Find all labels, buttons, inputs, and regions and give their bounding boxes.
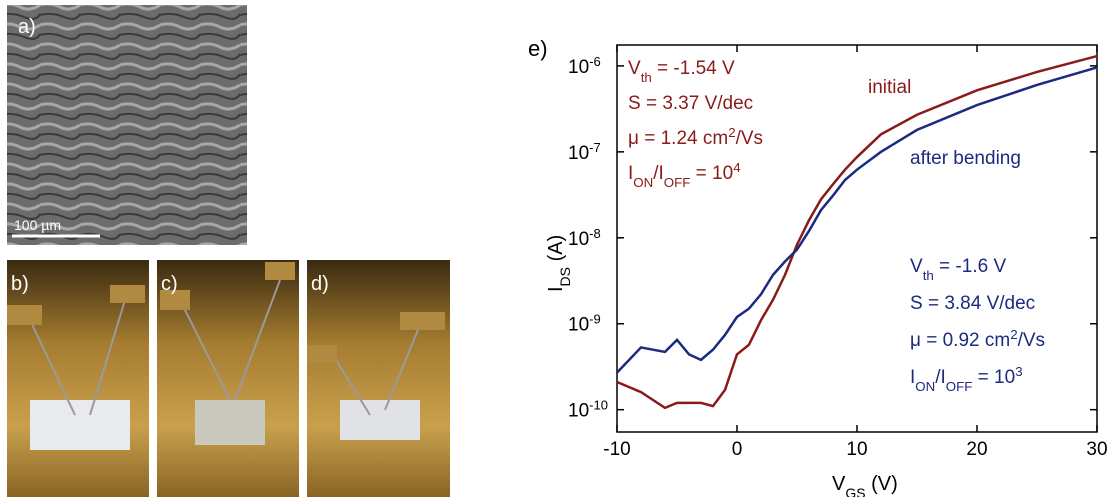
annotation-part: th [641,70,652,85]
annotation-part: /Vs [1018,330,1045,351]
y-tick-base: 10 [568,229,589,250]
y-tick-exponent: -8 [589,225,601,240]
y-axis-label-part: (A) [545,235,567,267]
annotation-part: = -1.54 V [652,58,735,79]
annotation-part: = 10 [690,163,733,184]
x-axis-label-part: V [832,473,846,495]
annotation-part: 3 [1015,364,1022,379]
annotation: Vth = -1.6 V [910,256,1006,283]
panel-label: c) [161,273,178,295]
panel-label: e) [528,36,548,61]
panel-label: d) [311,273,329,295]
annotation-part: = -1.6 V [934,256,1007,277]
annotation: S = 3.84 V/dec [910,293,1035,314]
annotation-part: V [910,256,923,277]
legend-entry: initial [868,77,911,98]
annotation-part: 2 [728,125,735,140]
annotation: Vth = -1.54 V [628,58,735,85]
scale-bar-label: 100 µm [14,217,61,233]
x-axis-label-part: (V) [866,473,898,495]
y-tick-label: 10-9 [568,311,601,336]
figure: a) 100 µm b) c) d) e) -10010203010-1010-… [0,0,1116,497]
annotation-part: μ = 0.92 cm [910,330,1010,351]
panel-label: a) [18,16,36,38]
annotation-part: S = 3.37 V/dec [628,93,753,114]
y-tick-base: 10 [568,143,589,164]
annotation-part: /Vs [736,128,763,149]
annotation: μ = 0.92 cm2/Vs [910,327,1045,352]
annotation-part: ON [915,379,935,394]
annotation-part: ON [633,175,653,190]
y-tick-base: 10 [568,401,589,422]
sem-image [7,5,247,245]
annotation-part: = 10 [972,367,1015,388]
x-tick-label: 0 [732,439,743,460]
x-axis-label-part: GS [845,485,865,497]
y-tick-base: 10 [568,57,589,78]
y-tick-label: 10-7 [568,139,601,164]
legend-entry: after bending [910,148,1021,169]
annotation: ION/IOFF = 103 [910,364,1023,394]
y-tick-exponent: -9 [589,311,601,326]
annotation-part: /I [653,163,664,184]
annotation-part: /I [935,367,946,388]
y-tick-label: 10-8 [568,225,601,250]
y-tick-exponent: -10 [589,397,608,412]
x-tick-label: 30 [1086,439,1107,460]
annotation-part: OFF [664,175,691,190]
x-axis-label: VGS (V) [832,473,898,497]
y-axis-label-part: DS [557,267,573,286]
y-tick-exponent: -6 [589,53,601,68]
y-tick-label: 10-10 [568,397,608,422]
annotation-part: OFF [946,379,973,394]
photo-panels [7,260,450,497]
annotation-part: 4 [733,160,740,175]
annotation: μ = 1.24 cm2/Vs [628,125,763,150]
x-tick-label: 20 [966,439,987,460]
annotation: S = 3.37 V/dec [628,93,753,114]
annotation-part: th [923,268,934,283]
annotation-part: V [628,58,641,79]
annotation-part: S = 3.84 V/dec [910,293,1035,314]
annotation: ION/IOFF = 104 [628,160,741,190]
annotation-part: 2 [1010,327,1017,342]
x-tick-label: 10 [846,439,867,460]
y-tick-exponent: -7 [589,139,601,154]
x-tick-label: -10 [603,439,630,460]
y-tick-base: 10 [568,315,589,336]
annotation-part: μ = 1.24 cm [628,128,728,149]
y-tick-label: 10-6 [568,53,601,78]
panel-label: b) [11,273,29,295]
